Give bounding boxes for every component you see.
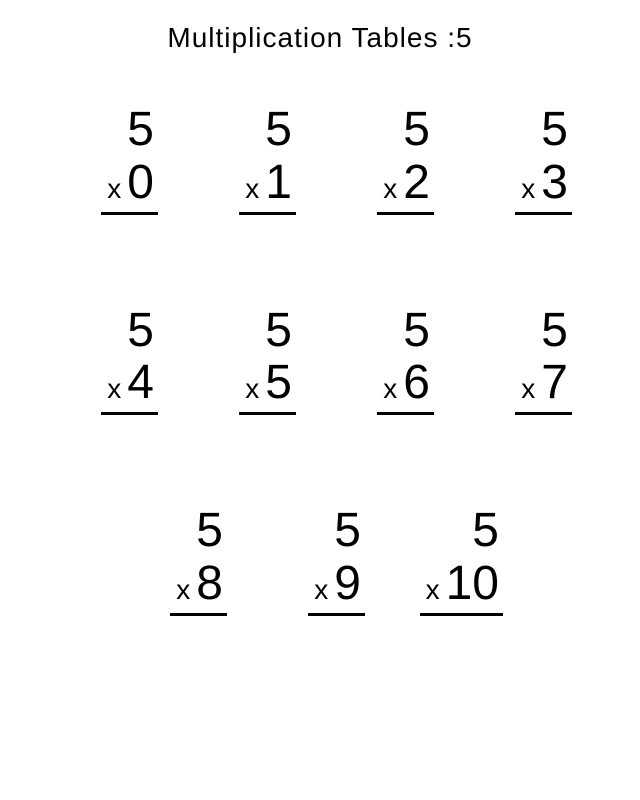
multiplication-problem: 5 x 10 [413,505,503,616]
multiplier-line: x 5 [239,357,296,415]
multiplicand: 5 [265,305,296,358]
multiplier-line: x 3 [515,157,572,215]
multiplier: 8 [196,558,223,611]
multiplier-line: x 9 [308,558,365,616]
multiplier-line: x 7 [515,357,572,415]
multiplication-problem: 5 x 5 [206,305,296,416]
multiplier-line: x 10 [420,558,503,616]
multiplier: 1 [265,157,292,210]
multiplier: 7 [541,357,568,410]
problem-row: 5 x 8 5 x 9 5 x 10 [0,505,640,616]
times-operator: x [383,373,397,405]
multiplication-problem: 5 x 7 [482,305,572,416]
times-operator: x [245,373,259,405]
times-operator: x [314,574,328,606]
multiplication-problem: 5 x 8 [137,505,227,616]
times-operator: x [176,574,190,606]
multiplicand: 5 [334,505,365,558]
multiplier: 6 [403,357,430,410]
multiplication-problem: 5 x 2 [344,104,434,215]
times-operator: x [521,173,535,205]
multiplication-problem: 5 x 9 [275,505,365,616]
multiplier: 5 [265,357,292,410]
times-operator: x [107,173,121,205]
times-operator: x [245,173,259,205]
multiplication-problem: 5 x 3 [482,104,572,215]
multiplicand: 5 [472,505,503,558]
multiplication-problem: 5 x 4 [68,305,158,416]
multiplication-problem: 5 x 0 [68,104,158,215]
multiplicand: 5 [127,305,158,358]
multiplier-line: x 6 [377,357,434,415]
multiplier: 9 [334,558,361,611]
multiplier: 3 [541,157,568,210]
multiplier: 0 [127,157,154,210]
multiplicand: 5 [265,104,296,157]
multiplier-line: x 1 [239,157,296,215]
times-operator: x [426,574,440,606]
multiplication-problem: 5 x 1 [206,104,296,215]
problem-row: 5 x 4 5 x 5 5 x 6 5 x 7 [0,305,640,416]
multiplicand: 5 [403,305,434,358]
multiplicand: 5 [541,305,572,358]
multiplier: 4 [127,357,154,410]
multiplication-problem: 5 x 6 [344,305,434,416]
times-operator: x [383,173,397,205]
multiplier: 10 [446,558,499,611]
multiplicand: 5 [541,104,572,157]
problem-row: 5 x 0 5 x 1 5 x 2 5 x 3 [0,104,640,215]
multiplier-line: x 8 [170,558,227,616]
multiplicand: 5 [196,505,227,558]
multiplier-line: x 0 [101,157,158,215]
multiplier-line: x 4 [101,357,158,415]
multiplicand: 5 [127,104,158,157]
multiplicand: 5 [403,104,434,157]
multiplier: 2 [403,157,430,210]
page-title: Multiplication Tables :5 [0,22,640,54]
times-operator: x [107,373,121,405]
multiplier-line: x 2 [377,157,434,215]
times-operator: x [521,373,535,405]
